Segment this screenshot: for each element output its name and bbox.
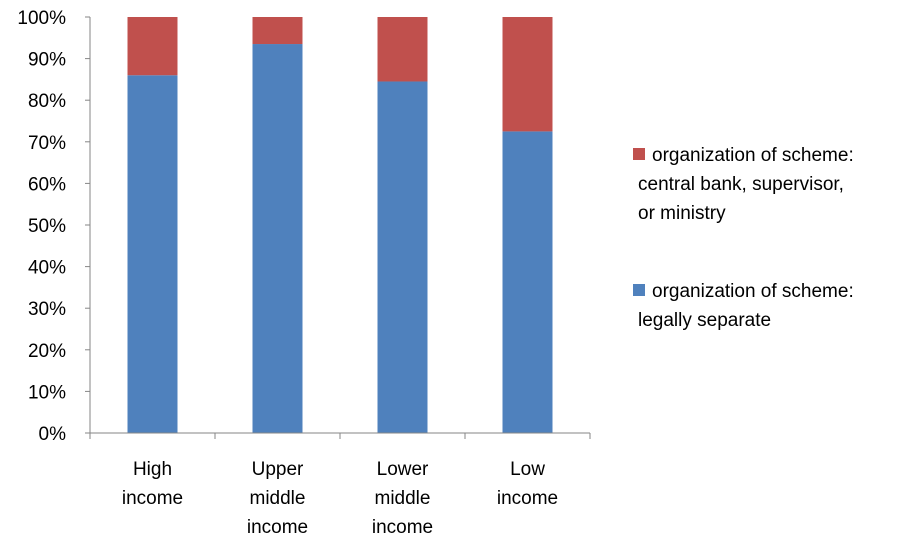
x-category-label: Low income bbox=[497, 459, 558, 509]
x-category-label-line: income bbox=[247, 517, 308, 538]
x-category-label-line: Lower bbox=[377, 459, 429, 480]
legend-label-line: legally separate bbox=[638, 310, 771, 331]
bar-central-bank-2 bbox=[377, 17, 428, 82]
bar-central-bank-1 bbox=[252, 17, 303, 45]
bars-group bbox=[127, 17, 553, 434]
legend-swatch bbox=[633, 148, 645, 160]
bar-central-bank-0 bbox=[127, 17, 178, 76]
legend-label: organization of scheme: legally separate bbox=[638, 281, 854, 331]
x-category-label-line: income bbox=[122, 488, 183, 509]
y-axis-ticks: 0% 10% 20% 30% 40% 50% 60% 70% 80% 90% 100% bbox=[17, 8, 90, 445]
bar-legally-separate-2 bbox=[377, 81, 428, 433]
x-category-label-line: Low bbox=[510, 459, 545, 480]
x-category-label-line: middle bbox=[375, 488, 431, 509]
x-category-label: High income bbox=[122, 459, 183, 509]
y-tick-label: 50% bbox=[28, 216, 66, 237]
y-tick-label: 40% bbox=[28, 258, 66, 279]
x-category-label-line: income bbox=[372, 517, 433, 538]
x-category-label-line: Upper bbox=[252, 459, 304, 480]
legend-label-line: central bank, supervisor, bbox=[638, 174, 844, 195]
bar-legally-separate-0 bbox=[127, 75, 178, 434]
bar-legally-separate-3 bbox=[502, 131, 553, 433]
legend-label-line: or ministry bbox=[638, 203, 726, 224]
y-tick-label: 90% bbox=[28, 50, 66, 71]
legend-label: organization of scheme: central bank, sup… bbox=[638, 145, 854, 224]
x-category-label-line: middle bbox=[250, 488, 306, 509]
y-tick-label: 80% bbox=[28, 91, 66, 112]
y-tick-label: 0% bbox=[39, 424, 67, 445]
y-tick-label: 20% bbox=[28, 341, 66, 362]
y-tick-label: 70% bbox=[28, 133, 66, 154]
y-tick-label: 60% bbox=[28, 174, 66, 195]
x-category-label-line: High bbox=[133, 459, 172, 480]
x-axis-labels: High income Upper middle income Lower middle in… bbox=[122, 459, 558, 538]
x-category-label-line: income bbox=[497, 488, 558, 509]
x-category-label: Upper middle income bbox=[247, 459, 308, 538]
y-tick-label: 100% bbox=[17, 8, 66, 29]
legend-swatch bbox=[633, 284, 645, 296]
x-category-label: Lower middle income bbox=[372, 459, 433, 538]
y-tick-label: 10% bbox=[28, 382, 66, 403]
bar-central-bank-3 bbox=[502, 17, 553, 132]
bar-legally-separate-1 bbox=[252, 44, 303, 433]
legend: organization of scheme: central bank, sup… bbox=[633, 145, 854, 331]
legend-label-line: organization of scheme: bbox=[652, 145, 854, 166]
legend-label-line: organization of scheme: bbox=[652, 281, 854, 302]
y-tick-label: 30% bbox=[28, 299, 66, 320]
